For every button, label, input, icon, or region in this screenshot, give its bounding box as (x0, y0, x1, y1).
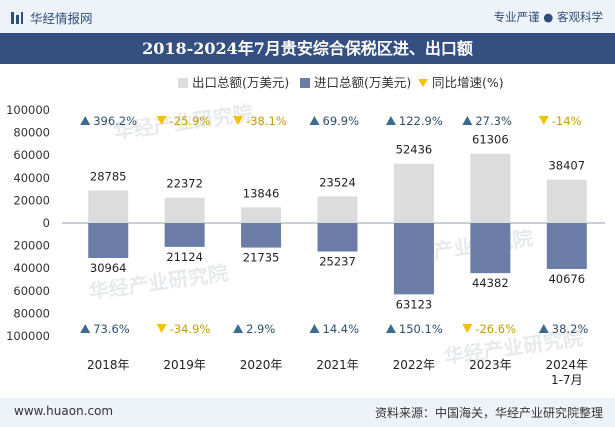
footer-bar: www.huaon.com 资料来源：中国海关，华经产业研究院整理 (0, 398, 615, 427)
website-link[interactable]: www.huaon.com (14, 404, 114, 418)
bar-export (393, 163, 434, 223)
legend-label-growth: 同比增速(%) (432, 75, 504, 90)
y-tick-label: 100000 (6, 103, 50, 117)
bar-export (317, 196, 358, 223)
legend-label-import: 进口总额(万美元) (314, 75, 411, 90)
header-bar: 华经情报网 专业严谨 ● 客观科学 (0, 0, 615, 33)
x-tick-label: 2021年 (316, 358, 359, 372)
x-tick-label: 2019年 (163, 358, 206, 372)
data-label-export: 38407 (548, 159, 585, 173)
data-label-export: 61306 (472, 133, 509, 147)
import-growth-triangle (233, 324, 244, 333)
y-tick-label: 40000 (13, 261, 50, 275)
bar-import (241, 223, 282, 248)
data-label-import: 63123 (396, 297, 433, 311)
tagline: 专业严谨 ● 客观科学 (493, 10, 603, 24)
export-growth-triangle (385, 116, 396, 125)
export-growth-triangle (538, 116, 549, 125)
x-tick-label: 2024年 (546, 358, 589, 372)
import-growth-label: 73.6% (93, 322, 130, 336)
x-tick-label: 2023年 (469, 358, 512, 372)
y-tick-label: 60000 (13, 284, 50, 298)
import-growth-label: 2.9% (246, 322, 275, 336)
import-growth-triangle (538, 324, 549, 333)
y-tick-label: 0 (43, 216, 50, 230)
bar-import (393, 223, 434, 295)
export-growth-label: 396.2% (93, 114, 137, 128)
import-growth-label: -26.6% (475, 322, 516, 336)
legend-swatch-export (178, 78, 188, 88)
import-growth-triangle (80, 324, 91, 333)
import-growth-triangle (462, 324, 473, 333)
y-tick-label: 100000 (6, 329, 50, 343)
export-growth-label: -14% (552, 114, 582, 128)
data-label-import: 21735 (243, 251, 280, 265)
data-label-export: 52436 (396, 143, 433, 157)
legend-triangle-growth (418, 79, 428, 87)
data-label-import: 30964 (90, 261, 127, 275)
import-growth-triangle (309, 324, 320, 333)
data-label-export: 13846 (243, 186, 280, 200)
logo-icon (11, 11, 23, 24)
export-growth-label: 69.9% (323, 114, 360, 128)
import-growth-label: 14.4% (323, 322, 360, 336)
bar-export (164, 197, 205, 223)
data-label-export: 23524 (319, 175, 356, 189)
bar-import (88, 223, 129, 258)
legend-swatch-import (300, 78, 310, 88)
export-growth-triangle (156, 116, 167, 125)
bar-export (470, 153, 511, 223)
import-growth-label: 38.2% (552, 322, 589, 336)
data-label-import: 40676 (548, 272, 585, 286)
export-growth-triangle (309, 116, 320, 125)
bar-import (546, 223, 587, 269)
data-label-export: 22372 (166, 177, 203, 191)
data-label-import: 25237 (319, 255, 356, 269)
import-growth-label: 150.1% (399, 322, 443, 336)
export-growth-label: 27.3% (475, 114, 512, 128)
x-tick-label: 2020年 (240, 358, 283, 372)
bar-import (164, 223, 205, 247)
y-tick-label: 20000 (13, 239, 50, 253)
y-tick-label: 80000 (13, 306, 50, 320)
bar-import (317, 223, 358, 252)
bar-export (546, 179, 587, 223)
y-tick-label: 60000 (13, 148, 50, 162)
data-label-import: 21124 (166, 250, 203, 264)
brand: 华经情报网 (10, 8, 93, 27)
import-growth-triangle (156, 324, 167, 333)
x-tick-label: 2022年 (393, 358, 436, 372)
data-label-import: 44382 (472, 276, 509, 290)
export-growth-triangle (462, 116, 473, 125)
export-growth-triangle (233, 116, 244, 125)
y-tick-label: 80000 (13, 126, 50, 140)
bar-import (470, 223, 511, 274)
import-growth-label: -34.9% (170, 322, 211, 336)
export-growth-label: -38.1% (246, 114, 287, 128)
x-tick-label: 2018年 (87, 358, 130, 372)
export-growth-triangle (80, 116, 91, 125)
export-growth-label: -25.9% (170, 114, 211, 128)
legend-label-export: 出口总额(万美元) (192, 75, 289, 90)
bar-export (241, 207, 282, 223)
chart-title: 2018-2024年7月贵安综合保税区进、出口额 (0, 33, 615, 64)
source-note: 资料来源：中国海关，华经产业研究院整理 (374, 406, 603, 420)
bar-export (88, 190, 129, 223)
x-tick-label: 1-7月 (551, 373, 583, 387)
y-tick-label: 20000 (13, 193, 50, 207)
export-growth-label: 122.9% (399, 114, 443, 128)
import-growth-triangle (385, 324, 396, 333)
brand-name: 华经情报网 (30, 11, 93, 26)
data-label-export: 28785 (90, 169, 127, 183)
y-tick-label: 40000 (13, 171, 50, 185)
